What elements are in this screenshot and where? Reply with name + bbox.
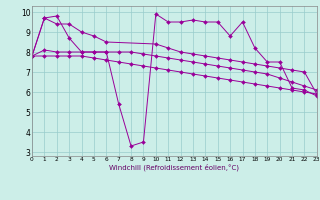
X-axis label: Windchill (Refroidissement éolien,°C): Windchill (Refroidissement éolien,°C) (109, 164, 239, 171)
